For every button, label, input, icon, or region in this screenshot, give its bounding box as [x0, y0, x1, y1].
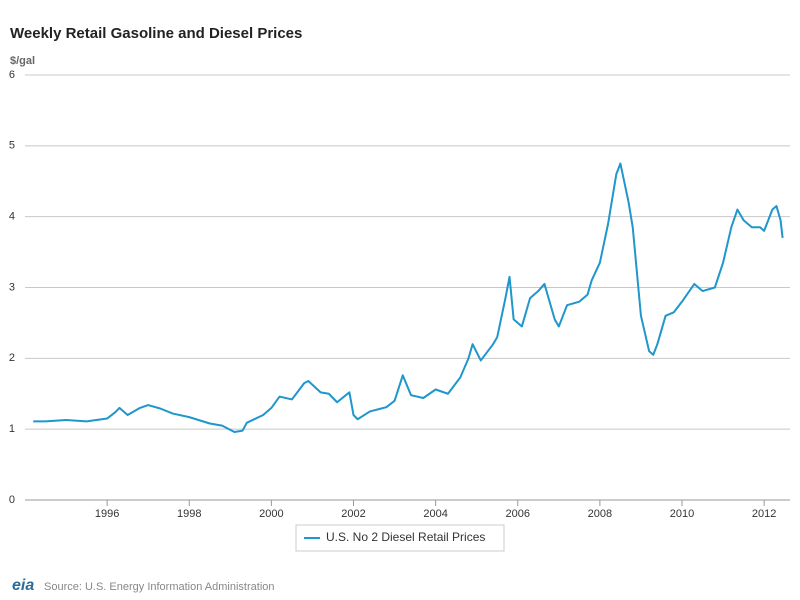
y-axis-label: $/gal [10, 55, 35, 67]
y-tick-label: 4 [9, 211, 15, 223]
source: Source: U.S. Energy Information Administ… [44, 581, 275, 593]
legend-box [295, 524, 505, 552]
y-tick-label: 0 [9, 494, 15, 506]
legend-label: U.S. No 2 Diesel Retail Prices [326, 530, 485, 544]
x-tick-label: 2002 [341, 508, 365, 520]
data-line [33, 162, 784, 433]
x-tick-label: 2012 [752, 508, 776, 520]
logo: eia [12, 577, 34, 594]
x-tick-label: 2004 [423, 508, 447, 520]
chart-title: Weekly Retail Gasoline and Diesel Prices [10, 25, 302, 42]
y-tick-label: 2 [9, 352, 15, 364]
x-tick-label: 2008 [588, 508, 612, 520]
x-tick-label: 1996 [95, 508, 119, 520]
y-tick-label: 6 [9, 69, 15, 81]
x-tick-label: 2006 [506, 508, 530, 520]
y-tick-label: 1 [9, 423, 15, 435]
x-tick-label: 2010 [670, 508, 694, 520]
y-tick-label: 3 [9, 281, 15, 293]
x-tick-label: 1998 [177, 508, 201, 520]
x-tick-label: 2000 [259, 508, 283, 520]
y-tick-label: 5 [9, 140, 15, 152]
